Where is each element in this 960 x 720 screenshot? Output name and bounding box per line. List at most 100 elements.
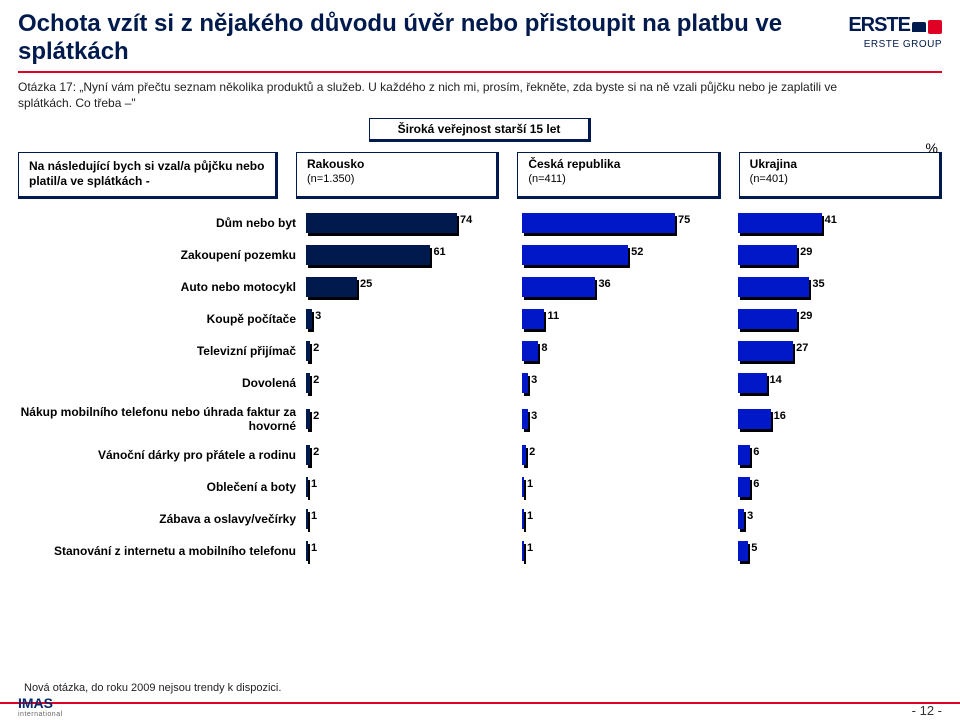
bar-cell: 1 — [522, 477, 726, 497]
bar-cell: 5 — [738, 541, 942, 561]
country-name: Ukrajina — [750, 157, 797, 171]
footnote: Nová otázka, do roku 2009 nejsou trendy … — [24, 682, 281, 694]
bar — [738, 309, 797, 329]
page-number: - 12 - — [912, 703, 942, 718]
bar-cell: 11 — [522, 309, 726, 329]
category-label: Televizní přijímač — [18, 344, 306, 358]
bar-value: 2 — [313, 342, 319, 354]
bar — [522, 509, 524, 529]
bar-shadow — [308, 544, 310, 564]
bar-value: 27 — [796, 342, 808, 354]
bar-shadow — [308, 512, 310, 532]
bars-group: 3 11 29 — [306, 309, 942, 329]
bar-cell: 25 — [306, 277, 510, 297]
bar-value: 29 — [800, 310, 812, 322]
bar — [738, 373, 767, 393]
category-label: Koupě počítače — [18, 312, 306, 326]
bar-shadow — [524, 480, 526, 500]
bar-cell: 1 — [306, 477, 510, 497]
bar — [306, 245, 430, 265]
bar — [306, 445, 310, 465]
bar — [738, 477, 750, 497]
bar-cell: 1 — [522, 509, 726, 529]
category-label: Vánoční dárky pro přátele a rodinu — [18, 448, 306, 462]
bar-cell: 8 — [522, 341, 726, 361]
chart-row: Dovolená2314 — [18, 373, 942, 393]
bar-cell: 3 — [306, 309, 510, 329]
bar-value: 41 — [825, 214, 837, 226]
bar-cell: 6 — [738, 477, 942, 497]
bars-group: 2 8 27 — [306, 341, 942, 361]
bar-cell: 27 — [738, 341, 942, 361]
bar — [738, 509, 744, 529]
category-label: Zakoupení pozemku — [18, 248, 306, 262]
imas-logo-sub: international — [18, 711, 63, 718]
population-box: Široká veřejnost starší 15 let — [369, 118, 592, 142]
bars-group: 2314 — [306, 373, 942, 393]
bar-value: 6 — [753, 478, 759, 490]
bar-value: 1 — [311, 510, 317, 522]
bar — [738, 245, 797, 265]
bar-cell: 16 — [738, 409, 942, 429]
bar — [522, 541, 524, 561]
footer-brand: IMAS international — [18, 695, 63, 718]
bar — [522, 445, 526, 465]
chart-area: Dům nebo byt747541Zakoupení pozemku61522… — [18, 213, 942, 561]
bar-cell: 6 — [738, 445, 942, 465]
percent-label: % — [926, 140, 938, 156]
category-label: Stanování z internetu a mobilního telefo… — [18, 544, 306, 558]
bar-value: 25 — [360, 278, 372, 290]
bar — [522, 277, 595, 297]
bar — [306, 477, 308, 497]
chart-row: Zakoupení pozemku615229 — [18, 245, 942, 265]
page-title: Ochota vzít si z nějakého důvodu úvěr ne… — [18, 10, 798, 65]
bar-cell: 3 — [522, 373, 726, 393]
bar-value: 36 — [598, 278, 610, 290]
bar-value: 52 — [631, 246, 643, 258]
bars-group: 2 3 16 — [306, 409, 942, 429]
bar-value: 2 — [313, 446, 319, 458]
chart-row: Zábava a oslavy/večírky 1 1 3 — [18, 509, 942, 529]
logo-mark-red-icon — [928, 20, 942, 34]
country-box-2: Ukrajina (n=401) — [739, 152, 942, 199]
bar — [306, 509, 308, 529]
bar-value: 14 — [770, 374, 782, 386]
bar — [738, 409, 771, 429]
bar-value: 29 — [800, 246, 812, 258]
erste-logo: ERSTE ERSTE GROUP — [848, 14, 942, 50]
bar-cell: 52 — [522, 245, 726, 265]
bar — [522, 477, 524, 497]
bars-group: 115 — [306, 541, 942, 561]
bars-group: 253635 — [306, 277, 942, 297]
category-label: Zábava a oslavy/večírky — [18, 512, 306, 526]
bar-value: 2 — [529, 446, 535, 458]
bar — [738, 213, 822, 233]
chart-row: Oblečení a boty116 — [18, 477, 942, 497]
chart-row: Dům nebo byt747541 — [18, 213, 942, 233]
bar-value: 3 — [531, 374, 537, 386]
chart-row: Auto nebo motocykl253635 — [18, 277, 942, 297]
bar — [522, 309, 544, 329]
stub-box: Na následující bych si vzal/a půjčku neb… — [18, 152, 278, 199]
bar — [306, 341, 310, 361]
bar-value: 3 — [531, 410, 537, 422]
bar-value: 3 — [747, 510, 753, 522]
bar-shadow — [524, 544, 526, 564]
question-text: Otázka 17: „Nyní vám přečtu seznam někol… — [18, 79, 858, 111]
category-label: Auto nebo motocykl — [18, 280, 306, 294]
bars-group: 1 1 3 — [306, 509, 942, 529]
bar — [306, 541, 308, 561]
bar-cell: 29 — [738, 309, 942, 329]
bar-value: 2 — [313, 410, 319, 422]
bar-cell: 2 — [306, 341, 510, 361]
bar-cell: 36 — [522, 277, 726, 297]
category-label: Dovolená — [18, 376, 306, 390]
category-label: Dům nebo byt — [18, 216, 306, 230]
bar — [522, 341, 538, 361]
bar-value: 1 — [311, 478, 317, 490]
bar-cell: 2 — [306, 445, 510, 465]
bar — [522, 245, 628, 265]
country-name: Česká republika — [528, 157, 620, 171]
title-underline — [18, 71, 942, 73]
chart-row: Koupě počítače3 11 29 — [18, 309, 942, 329]
